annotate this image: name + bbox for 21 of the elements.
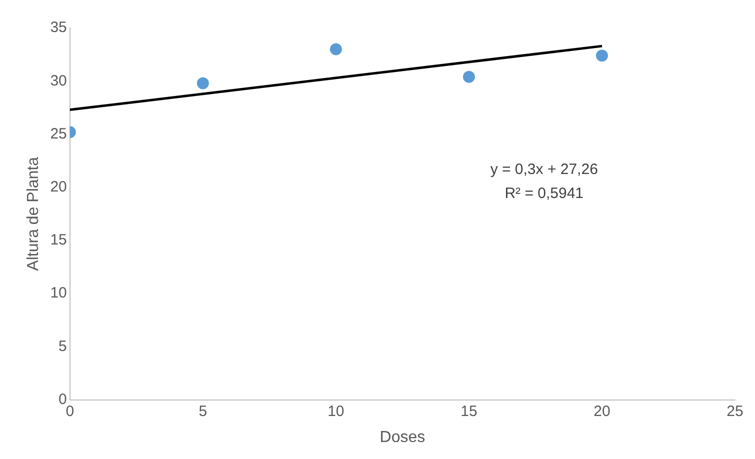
y-axis-title: Altura de Planta bbox=[25, 156, 42, 271]
x-tick-label: 15 bbox=[460, 402, 478, 420]
y-tick-label: 25 bbox=[50, 125, 67, 142]
y-tick-label: 20 bbox=[50, 178, 67, 196]
y-tick-label: 30 bbox=[50, 72, 67, 90]
y-tick-label: 5 bbox=[58, 338, 67, 355]
point bbox=[196, 77, 209, 90]
point bbox=[596, 50, 608, 62]
x-axis-title: Doses bbox=[380, 428, 426, 446]
x-tick-label: 25 bbox=[726, 402, 744, 420]
point bbox=[330, 43, 342, 56]
x-tick-label: 5 bbox=[198, 402, 208, 420]
annotation: y = 0,3x + 27,26 bbox=[490, 161, 598, 178]
x-tick-label: 10 bbox=[328, 402, 344, 420]
y-tick-label: 10 bbox=[50, 284, 67, 302]
point bbox=[462, 70, 475, 83]
y-tick-label: 15 bbox=[50, 232, 67, 249]
x-tick-label: 20 bbox=[594, 402, 610, 420]
annotation: R² = 0,5941 bbox=[504, 185, 584, 202]
y-tick-label: 0 bbox=[58, 390, 67, 408]
y-tick-label: 35 bbox=[50, 19, 67, 36]
